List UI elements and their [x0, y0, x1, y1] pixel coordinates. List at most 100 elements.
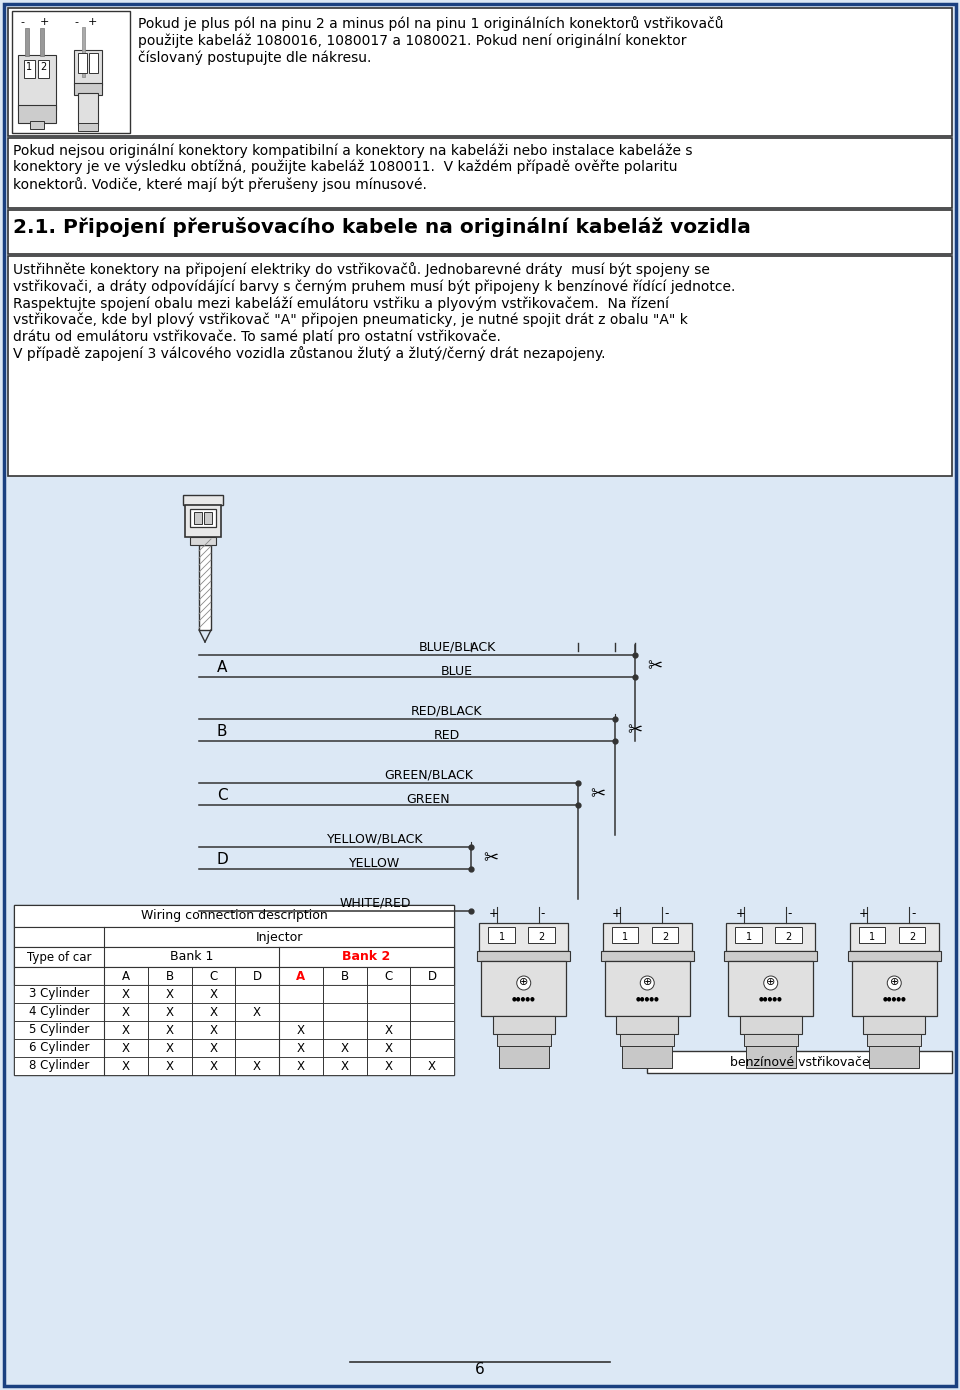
- Text: A: A: [217, 660, 228, 676]
- Text: X: X: [428, 1059, 436, 1073]
- Bar: [8, 256, 952, 475]
- Text: X: X: [209, 1059, 217, 1073]
- Text: X: X: [122, 1023, 130, 1037]
- Bar: [496, 1034, 551, 1047]
- Bar: [74, 50, 102, 85]
- Bar: [852, 960, 937, 1016]
- Text: 2: 2: [40, 63, 46, 72]
- Bar: [82, 26, 85, 76]
- Bar: [601, 951, 694, 960]
- Text: C: C: [217, 788, 228, 803]
- Bar: [616, 1016, 679, 1034]
- Text: X: X: [297, 1041, 305, 1055]
- Bar: [14, 905, 454, 1074]
- Text: ✂: ✂: [590, 785, 606, 803]
- Text: 1: 1: [746, 933, 752, 942]
- Text: ✂: ✂: [628, 721, 642, 739]
- Text: Type of car: Type of car: [27, 951, 91, 963]
- Text: -: -: [540, 908, 545, 920]
- Text: D: D: [252, 969, 262, 983]
- Text: 3 Cylinder: 3 Cylinder: [29, 987, 89, 1001]
- Text: ●●●●●: ●●●●●: [882, 997, 906, 1002]
- Text: ●●●●●: ●●●●●: [636, 997, 660, 1002]
- Bar: [8, 138, 952, 208]
- Text: 2: 2: [661, 933, 668, 942]
- Text: BLUE: BLUE: [441, 664, 473, 678]
- Bar: [14, 967, 454, 986]
- Text: YELLOW: YELLOW: [349, 858, 400, 870]
- Text: ✂: ✂: [647, 657, 662, 676]
- Text: X: X: [122, 1041, 130, 1055]
- Text: X: X: [384, 1059, 393, 1073]
- Text: D: D: [217, 852, 228, 867]
- Bar: [850, 923, 939, 951]
- Bar: [620, 1034, 674, 1047]
- Text: X: X: [166, 1023, 174, 1037]
- Circle shape: [640, 976, 655, 990]
- Text: +: +: [489, 908, 498, 920]
- Text: C: C: [384, 969, 393, 983]
- Text: +: +: [87, 17, 97, 26]
- Bar: [479, 923, 568, 951]
- Text: B: B: [217, 724, 228, 739]
- Bar: [775, 927, 802, 942]
- Text: Bank 1: Bank 1: [170, 951, 213, 963]
- Text: ⊕: ⊕: [519, 977, 528, 987]
- Text: B: B: [165, 969, 174, 983]
- Bar: [858, 927, 885, 942]
- Text: X: X: [122, 1059, 130, 1073]
- Bar: [74, 83, 102, 95]
- Text: X: X: [122, 987, 130, 1001]
- Bar: [190, 509, 216, 527]
- Text: RED/BLACK: RED/BLACK: [411, 705, 483, 719]
- Bar: [746, 1047, 796, 1068]
- Bar: [612, 927, 638, 942]
- Bar: [14, 947, 454, 967]
- Bar: [40, 28, 44, 56]
- Text: ●●●●●: ●●●●●: [758, 997, 782, 1002]
- Text: X: X: [341, 1059, 348, 1073]
- Text: 6: 6: [475, 1362, 485, 1377]
- Text: 2: 2: [909, 933, 915, 942]
- Text: 2: 2: [785, 933, 792, 942]
- Text: Pokud je plus pól na pinu 2 a minus pól na pinu 1 originálních konektorů vstřiko: Pokud je plus pól na pinu 2 a minus pól …: [138, 17, 724, 64]
- Text: ⊕: ⊕: [766, 977, 776, 987]
- Text: X: X: [209, 1041, 217, 1055]
- Text: 1: 1: [498, 933, 505, 942]
- Bar: [603, 923, 692, 951]
- Text: X: X: [384, 1041, 393, 1055]
- Text: Bank 2: Bank 2: [343, 951, 391, 963]
- Circle shape: [764, 976, 778, 990]
- Bar: [489, 927, 515, 942]
- Text: -: -: [664, 908, 668, 920]
- Text: ●●●●●: ●●●●●: [512, 997, 536, 1002]
- Text: X: X: [209, 1005, 217, 1019]
- Text: Pokud nejsou originální konektory kompatibilní a konektory na kabeláži nebo inst: Pokud nejsou originální konektory kompat…: [13, 143, 692, 192]
- Text: X: X: [253, 1005, 261, 1019]
- Text: -: -: [20, 17, 24, 26]
- Bar: [14, 905, 454, 927]
- Text: Injector: Injector: [255, 930, 302, 944]
- Bar: [185, 505, 221, 537]
- Bar: [899, 927, 925, 942]
- Text: D: D: [427, 969, 437, 983]
- Text: A: A: [122, 969, 130, 983]
- Bar: [14, 986, 454, 1004]
- Bar: [18, 56, 56, 110]
- Bar: [647, 1051, 952, 1073]
- Text: 2: 2: [539, 933, 544, 942]
- Bar: [12, 11, 130, 133]
- Text: ⊕: ⊕: [642, 977, 652, 987]
- Text: BLUE/BLACK: BLUE/BLACK: [419, 641, 495, 655]
- Bar: [492, 1016, 555, 1034]
- Bar: [14, 1004, 454, 1022]
- Text: GREEN: GREEN: [407, 794, 450, 806]
- Text: +: +: [39, 17, 49, 26]
- Circle shape: [516, 976, 531, 990]
- Text: X: X: [166, 1059, 174, 1073]
- Text: 1: 1: [869, 933, 876, 942]
- Bar: [605, 960, 689, 1016]
- Text: 2.1. Připojení přerušovacího kabele na originální kabeláž vozidla: 2.1. Připojení přerušovacího kabele na o…: [13, 217, 751, 238]
- Bar: [14, 1022, 454, 1038]
- Text: X: X: [209, 987, 217, 1001]
